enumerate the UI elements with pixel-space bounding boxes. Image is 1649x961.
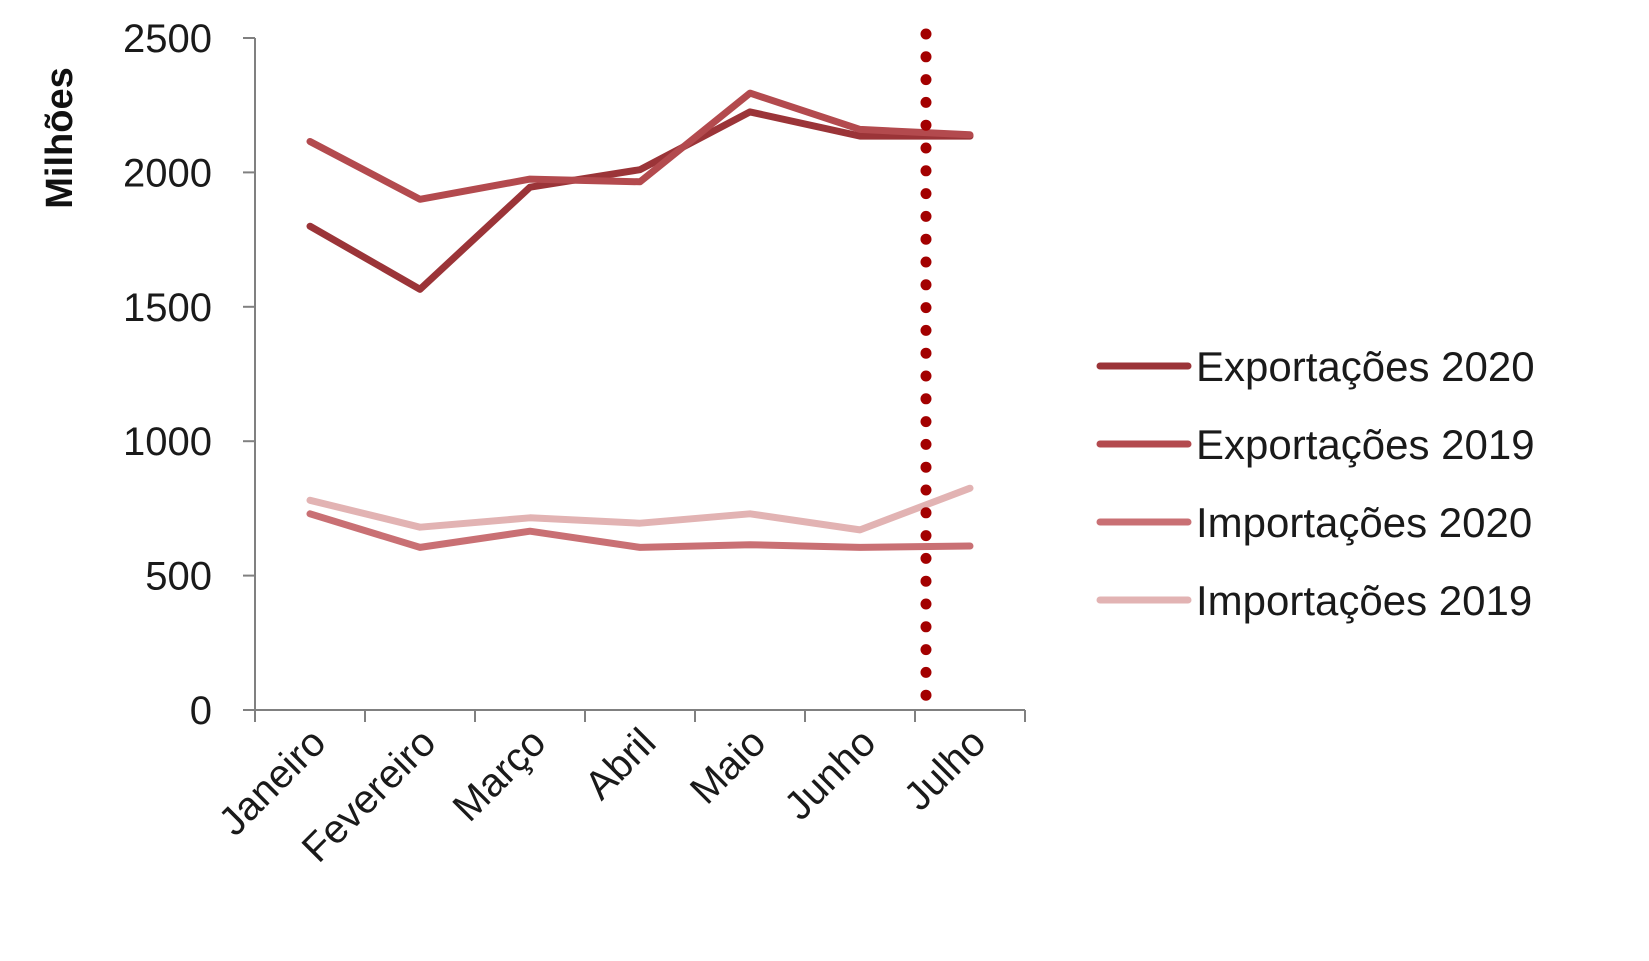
- x-tick-label: Abril: [577, 720, 665, 808]
- series-line-1: [306, 108, 974, 293]
- y-tick-label: 0: [190, 689, 212, 733]
- legend-label: Importações 2020: [1196, 499, 1532, 546]
- legend: Exportações 2020 Exportações 2019 Importaç…: [1096, 343, 1535, 624]
- y-tick-label: 2500: [123, 17, 212, 61]
- y-tick-label: 2000: [123, 151, 212, 195]
- x-tick-label: Julho: [896, 720, 995, 819]
- y-tick-label: 1000: [123, 420, 212, 464]
- y-axis: 0 500 1000 1500 2000 2500: [123, 17, 256, 733]
- x-tick-label: Junho: [776, 720, 884, 828]
- y-axis-title: Milhões: [39, 67, 81, 208]
- series-lines: [306, 89, 974, 551]
- y-tick-label: 500: [145, 555, 212, 599]
- x-tick-label: Março: [445, 720, 555, 830]
- legend-label: Exportações 2020: [1196, 343, 1535, 390]
- series-line-4: [306, 484, 974, 534]
- y-tick-label: 1500: [123, 286, 212, 330]
- legend-label: Importações 2019: [1196, 577, 1532, 624]
- series-line-2: [306, 89, 974, 203]
- series-line-3: [306, 510, 974, 551]
- x-tick-label: Maio: [682, 720, 774, 812]
- legend-label: Exportações 2019: [1196, 421, 1535, 468]
